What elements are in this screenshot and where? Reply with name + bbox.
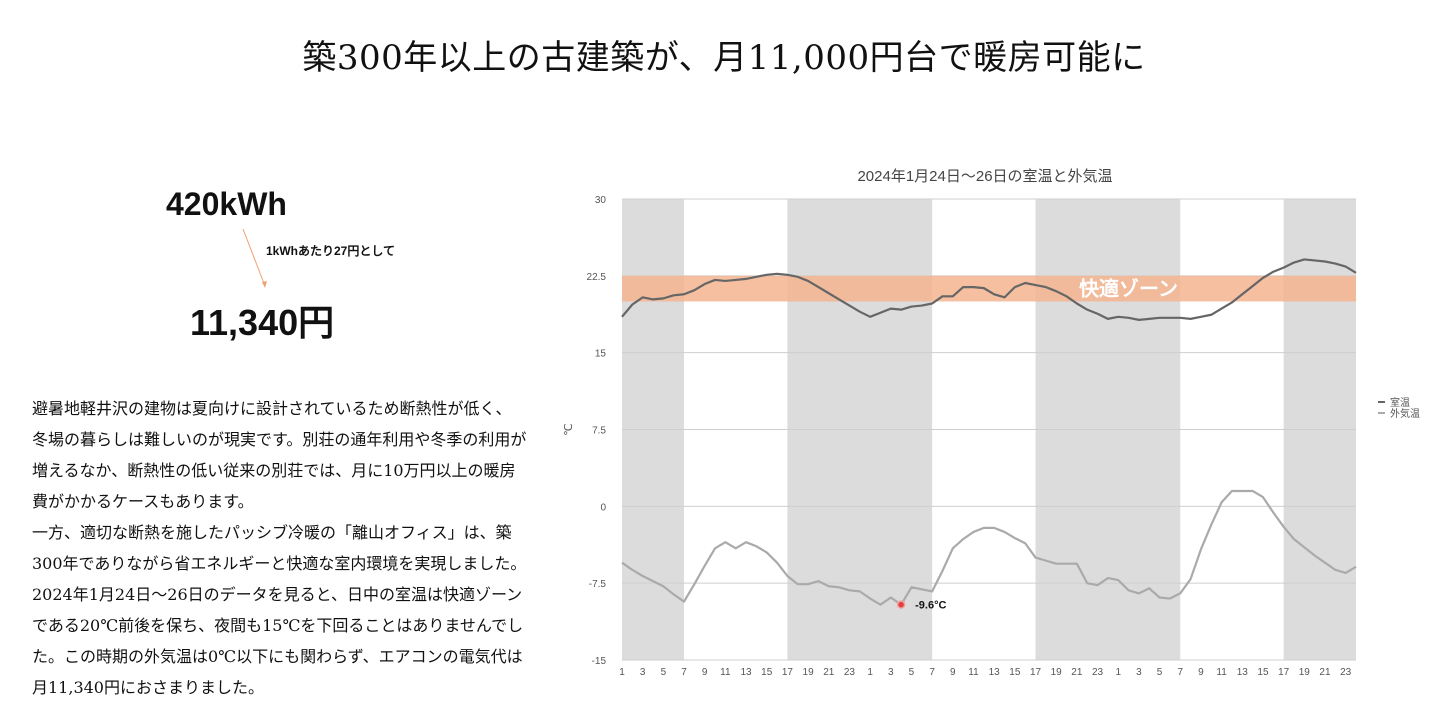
x-tick-label: 9 [702,667,708,678]
x-tick-label: 13 [989,667,1001,678]
min-temp-point [896,600,906,609]
x-tick-label: 17 [1030,667,1042,678]
x-tick-label: 15 [761,667,773,678]
x-tick-label: 21 [1071,667,1083,678]
chart-title: 2024年1月24日〜26日の室温と外気温 [857,168,1113,185]
x-tick-label: 11 [968,667,979,678]
x-tick-label: 13 [1237,667,1249,678]
legend-label: 外気温 [1390,407,1420,420]
x-tick-label: 21 [823,667,835,678]
page-title: 築300年以上の古建築が、月11,000円台で暖房可能に [302,38,1146,78]
y-tick-label: 30 [595,195,607,206]
description-paragraph-1: 避暑地軽井沢の建物は夏向けに設計されているため断熱性が低く、冬場の暮らしは難しい… [32,399,527,511]
legend-label: 室温 [1390,396,1410,409]
x-tick-label: 5 [909,667,915,678]
x-tick-label: 3 [1136,667,1142,678]
x-tick-label: 11 [1216,667,1227,678]
x-tick-label: 23 [844,667,856,678]
x-tick-label: 5 [661,667,667,678]
x-tick-label: 7 [681,667,687,678]
description-paragraph-2: 一方、適切な断熱を施したパッシブ冷暖の「離山オフィス」は、築300年でありながら… [32,523,527,697]
x-tick-label: 13 [740,667,752,678]
x-tick-label: 9 [950,667,956,678]
energy-cost: 11,340円 [190,302,335,343]
x-tick-label: 17 [782,667,794,678]
y-tick-label: 0 [600,502,606,513]
x-tick-label: 15 [1009,667,1021,678]
series-line-indoor [621,258,1357,321]
y-tick-label: 22.5 [587,272,607,283]
x-tick-label: 23 [1092,667,1104,678]
x-tick-label: 7 [1177,667,1183,678]
x-tick-label: 19 [803,667,815,678]
x-tick-label: 9 [1198,667,1204,678]
x-tick-label: 1 [867,667,873,678]
x-tick-label: 15 [1257,667,1269,678]
x-tick-label: 5 [1157,667,1163,678]
x-tick-label: 21 [1319,667,1331,678]
x-tick-label: 19 [1051,667,1063,678]
series-line-outdoor [621,489,1357,606]
x-tick-label: 3 [640,667,646,678]
comfort-zone-label: 快適ゾーン [1079,277,1178,301]
x-tick-label: 1 [619,667,625,678]
rate-note: 1kWhあたり27円として [266,244,395,258]
x-tick-label: 7 [929,667,935,678]
energy-kwh: 420kWh [166,186,287,222]
x-tick-label: 1 [1115,667,1121,678]
y-tick-label: 15 [595,349,607,360]
x-tick-label: 19 [1299,667,1311,678]
y-tick-label: -7.5 [589,579,607,590]
y-tick-label: 7.5 [592,426,606,437]
description-text: 避暑地軽井沢の建物は夏向けに設計されているため断熱性が低く、冬場の暮らしは難しい… [32,393,527,703]
x-tick-label: 11 [720,667,731,678]
min-temp-label: -9.6°C [915,600,946,612]
y-axis-label: ℃ [562,423,575,435]
x-tick-label: 3 [888,667,894,678]
y-tick-label: -15 [592,656,607,667]
x-tick-label: 23 [1340,667,1352,678]
x-tick-label: 17 [1278,667,1290,678]
